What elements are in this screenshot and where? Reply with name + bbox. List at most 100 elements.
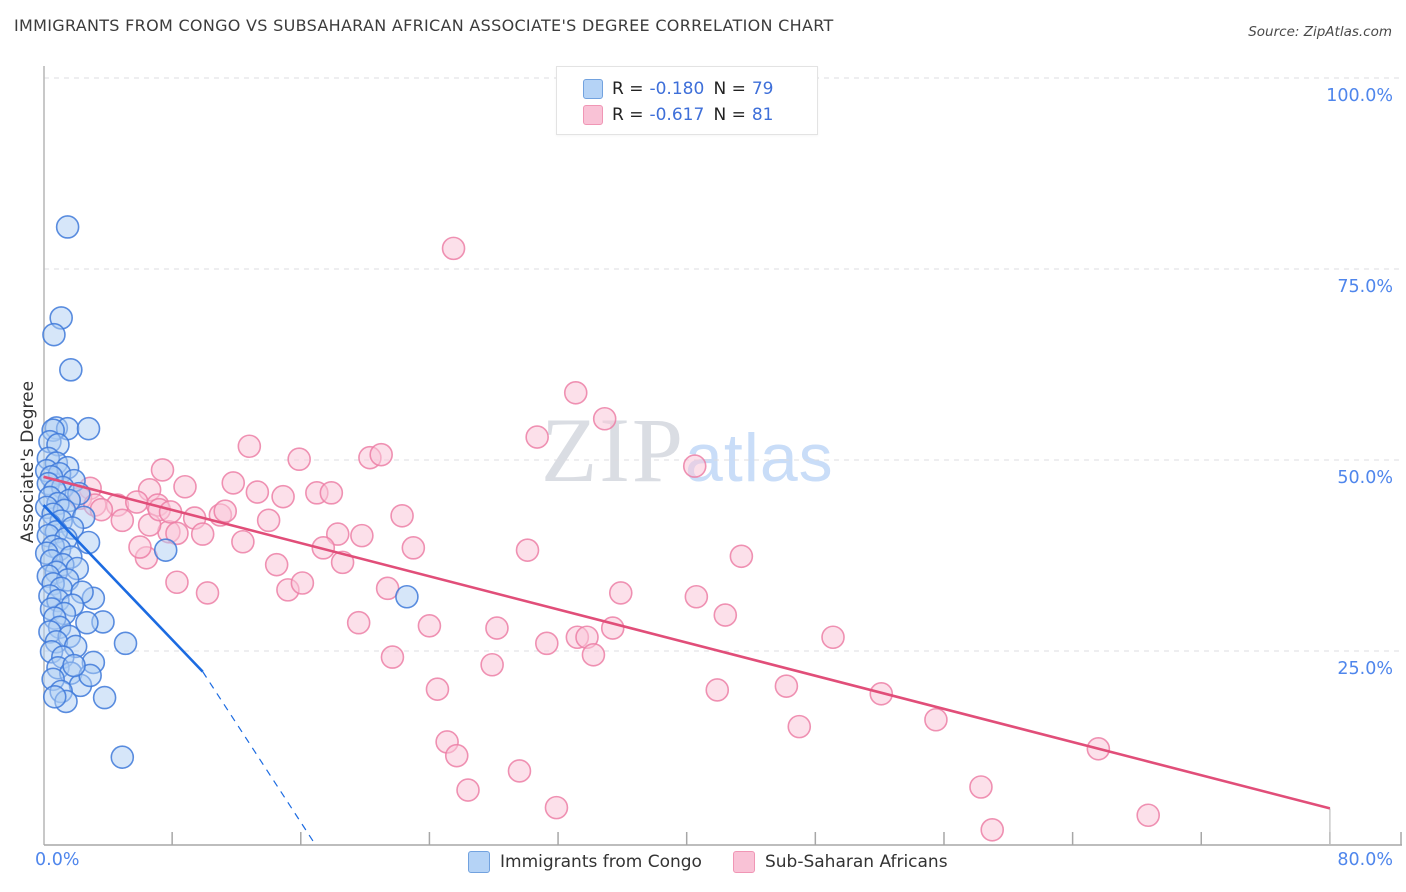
- scatter-point-subsaharan: [485, 616, 509, 640]
- scatter-point-subsaharan: [256, 508, 281, 533]
- scatter-point-subsaharan: [375, 576, 400, 601]
- scatter-point-subsaharan: [401, 536, 426, 560]
- r-label: R =: [612, 104, 644, 125]
- scatter-point-subsaharan: [287, 447, 311, 472]
- scatter-point-subsaharan: [165, 521, 189, 546]
- scatter-point-subsaharan: [369, 442, 393, 467]
- scatter-point-subsaharan: [441, 236, 466, 261]
- scatter-point-subsaharan: [713, 603, 738, 627]
- n-value: 81: [751, 104, 774, 125]
- scatter-point-subsaharan: [110, 508, 135, 533]
- r-label: R =: [612, 78, 644, 99]
- y-axis-tick-label: 50.0%: [1337, 468, 1393, 488]
- scatter-point-congo: [62, 653, 86, 678]
- x-axis-min-label: 0.0%: [35, 850, 80, 870]
- scatter-point-congo: [395, 584, 419, 609]
- n-value: 79: [751, 78, 774, 99]
- scatter-point-subsaharan: [346, 610, 371, 635]
- scatter-point-congo: [153, 538, 178, 562]
- r-value: -0.617: [649, 104, 705, 125]
- scatter-point-subsaharan: [425, 677, 450, 702]
- scatter-point-subsaharan: [535, 631, 559, 656]
- congo-swatch-icon: [583, 78, 603, 99]
- scatter-point-subsaharan: [515, 538, 540, 562]
- scatter-point-subsaharan: [237, 434, 262, 459]
- scatter-point-subsaharan: [729, 544, 754, 569]
- scatter-point-subsaharan: [544, 795, 569, 820]
- scatter-point-congo: [113, 631, 138, 656]
- scatter-point-subsaharan: [380, 645, 405, 669]
- scatter-point-subsaharan: [190, 522, 215, 546]
- r-value: -0.180: [649, 78, 705, 99]
- scatter-point-subsaharan: [330, 550, 355, 575]
- y-axis-tick-label: 75.0%: [1337, 277, 1393, 297]
- scatter-point-subsaharan: [507, 759, 532, 783]
- page-title: IMMIGRANTS FROM CONGO VS SUBSAHARAN AFRI…: [14, 16, 834, 35]
- scatter-point-congo: [59, 358, 83, 382]
- scatter-point-subsaharan: [195, 581, 220, 605]
- scatter-point-subsaharan: [1136, 803, 1160, 828]
- scatter-point-congo: [75, 610, 99, 635]
- y-axis-tick-label: 25.0%: [1337, 659, 1393, 679]
- scatter-point-subsaharan: [417, 613, 442, 638]
- scatter-point-subsaharan: [821, 625, 845, 650]
- scatter-point-congo: [42, 685, 67, 709]
- congo-trend-line-extension: [202, 671, 315, 843]
- scatter-point-subsaharan: [290, 571, 315, 595]
- bottom-legend-item-subsaharan: Sub-Saharan Africans: [732, 851, 948, 873]
- scatter-point-subsaharan: [563, 380, 588, 405]
- scatter-point-subsaharan: [787, 714, 812, 739]
- correlation-legend-box: R = -0.180 N = 79 R = -0.617 N = 81: [556, 66, 818, 135]
- scatter-point-subsaharan: [684, 584, 709, 609]
- bottom-legend-label: Sub-Saharan Africans: [764, 852, 948, 872]
- scatter-point-subsaharan: [480, 652, 504, 677]
- scatter-point-subsaharan: [213, 499, 238, 523]
- legend-row-subsaharan: R = -0.617 N = 81: [583, 102, 817, 127]
- scatter-point-subsaharan: [231, 529, 255, 554]
- x-axis-max-label: 80.0%: [1337, 850, 1393, 870]
- scatter-point-congo: [42, 322, 66, 347]
- bottom-legend-label: Immigrants from Congo: [500, 852, 702, 872]
- scatter-point-subsaharan: [444, 743, 469, 768]
- scatter-point-subsaharan: [350, 523, 374, 548]
- scatter-point-congo: [92, 685, 117, 710]
- scatter-point-subsaharan: [128, 535, 152, 559]
- scatter-point-subsaharan: [682, 454, 707, 478]
- n-label: N =: [713, 104, 746, 125]
- scatter-point-subsaharan: [969, 775, 993, 799]
- n-label: N =: [713, 78, 746, 99]
- legend-row-congo: R = -0.180 N = 79: [583, 76, 817, 101]
- scatter-point-subsaharan: [390, 503, 414, 528]
- subsaharan-swatch-icon: [583, 104, 603, 125]
- scatter-point-subsaharan: [245, 480, 270, 504]
- scatter-point-subsaharan: [705, 678, 730, 702]
- source-attribution: Source: ZipAtlas.com: [1248, 24, 1392, 40]
- scatter-point-subsaharan: [271, 484, 295, 509]
- subsaharan-trend-line: [43, 475, 1331, 810]
- congo-swatch-icon: [468, 851, 490, 873]
- bottom-legend: Immigrants from Congo Sub-Saharan Africa…: [468, 851, 948, 873]
- scatter-point-subsaharan: [150, 458, 175, 482]
- scatter-point-subsaharan: [173, 474, 197, 499]
- scatter-point-subsaharan: [221, 471, 246, 495]
- scatter-point-subsaharan: [774, 674, 799, 698]
- scatter-point-subsaharan: [264, 552, 289, 577]
- subsaharan-swatch-icon: [732, 851, 755, 873]
- scatter-point-congo: [55, 215, 80, 239]
- scatter-point-subsaharan: [608, 581, 633, 605]
- scatter-point-congo: [76, 416, 101, 441]
- scatter-point-subsaharan: [325, 522, 350, 546]
- scatter-point-subsaharan: [581, 643, 606, 667]
- bottom-legend-item-congo: Immigrants from Congo: [468, 851, 702, 873]
- watermark-atlas: atlas: [685, 420, 834, 496]
- scatter-point-subsaharan: [319, 481, 344, 505]
- scatter-point-subsaharan: [980, 817, 1005, 842]
- scatter-point-subsaharan: [924, 707, 948, 732]
- y-axis-tick-label: 100.0%: [1326, 86, 1393, 106]
- scatter-point-congo: [110, 745, 135, 769]
- scatter-point-subsaharan: [456, 778, 480, 802]
- congo-trend-line: [42, 504, 204, 673]
- y-axis-title: Associate's Degree: [18, 380, 38, 544]
